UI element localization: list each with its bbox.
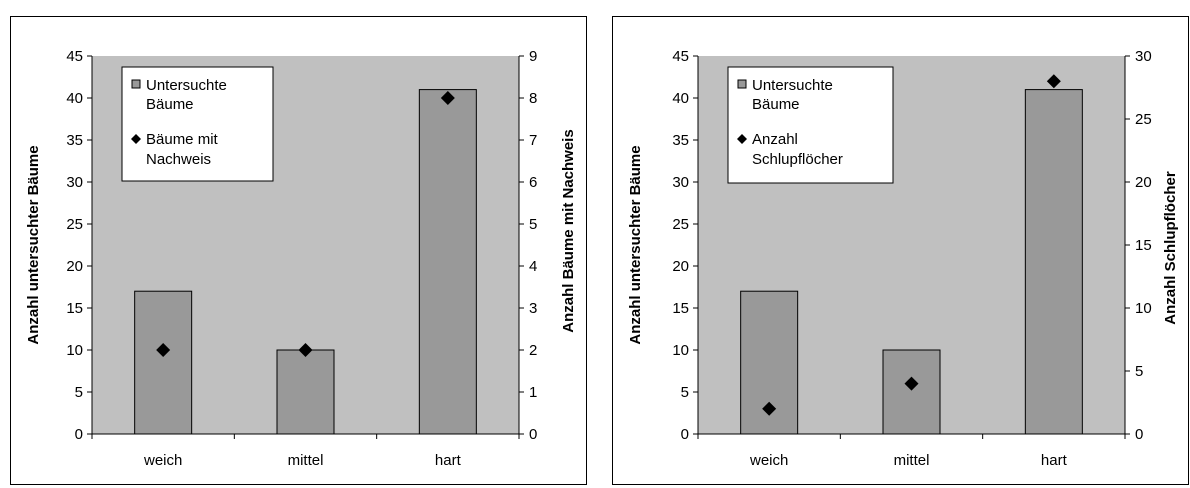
bar-hart [1024,89,1083,435]
bar-weich [134,290,193,435]
y-tick-label-right: 20 [1135,174,1152,191]
legend-label-marker-line1: Anzahl [752,131,798,148]
y-tick-label-right: 5 [1135,363,1143,380]
y-tick-label-left: 30 [66,174,83,191]
y-tick-label-left: 0 [75,426,83,443]
y-tick-label-right: 6 [529,174,537,191]
marker-hart [1046,74,1061,89]
y-tick-label-left: 25 [66,216,83,233]
y-tick-label-left: 20 [66,258,83,275]
x-tick-label-weich: weich [749,452,788,469]
legend-label-bar-line1: Untersuchte [752,77,833,94]
marker-mittel [298,343,313,357]
legend-swatch-marker [737,134,747,144]
x-tick-label-hart: hart [435,452,462,469]
y-tick-label-left: 25 [672,216,689,233]
marker-weich [156,343,171,357]
y-tick-label-right: 0 [1135,426,1143,443]
chart-svg-right: 0 5 10 15 20 25 30 35 40 45 0 5 10 15 20 25 30 weich mitte… [612,16,1189,485]
y-tick-label-right: 2 [529,342,537,359]
y-axis-title-left: Anzahl untersuchter Bäume [25,145,42,344]
x-tick-label-hart: hart [1041,452,1068,469]
y-tick-label-left: 5 [681,384,689,401]
y-tick-label-right: 30 [1135,48,1152,65]
y-tick-label-right: 1 [529,384,537,401]
y-tick-label-right: 4 [529,258,537,275]
x-tick-label-weich: weich [143,452,182,469]
y-tick-label-left: 0 [681,426,689,443]
y-tick-label-left: 15 [672,300,689,317]
legend-swatch-marker [131,134,141,144]
y-tick-label-right: 0 [529,426,537,443]
x-tick-label-mittel: mittel [288,452,324,469]
y-tick-label-right: 25 [1135,111,1152,128]
y-tick-label-right: 15 [1135,237,1152,254]
chart-right: 0 5 10 15 20 25 30 35 40 45 0 5 10 15 20 25 30 weich mitte… [602,0,1190,486]
y-tick-label-right: 5 [529,216,537,233]
legend-label-marker-line2: Nachweis [146,151,211,168]
y-tick-label-left: 35 [672,132,689,149]
legend-label-bar-line1: Untersuchte [146,77,227,94]
legend-label-bar-line2: Bäume [752,96,800,113]
y-tick-label-left: 30 [672,174,689,191]
legend-box [121,66,274,182]
y-tick-label-right: 3 [529,300,537,317]
y-tick-label-right: 10 [1135,300,1152,317]
chart-left: 0 5 10 15 20 25 30 35 40 45 0 1 2 3 4 5 6 7 8 9 weich mittel h… [0,0,588,486]
y-tick-label-left: 20 [672,258,689,275]
y-axis-title-right: Anzahl Bäume mit Nachweis [560,129,577,332]
y-tick-label-right: 7 [529,132,537,149]
y-tick-label-left: 5 [75,384,83,401]
y-axis-title-right: Anzahl Schlupflöcher [1162,171,1179,325]
y-tick-label-left: 45 [66,48,83,65]
y-tick-label-left: 10 [66,342,83,359]
y-tick-label-right: 9 [529,48,537,65]
x-tick-label-mittel: mittel [894,452,930,469]
y-tick-label-left: 40 [672,90,689,107]
bar-hart [418,89,477,435]
legend-label-marker-line2: Schlupflöcher [752,151,843,168]
y-axis-title-left: Anzahl untersuchter Bäume [627,145,644,344]
legend-swatch-bar [737,79,747,89]
y-tick-label-left: 35 [66,132,83,149]
y-tick-label-right: 8 [529,90,537,107]
marker-weich [762,401,777,416]
legend-label-marker-line1: Bäume mit [146,131,219,148]
bar-mittel [882,349,941,435]
y-tick-label-left: 45 [672,48,689,65]
marker-mittel [904,376,919,391]
y-tick-label-left: 15 [66,300,83,317]
bar-mittel [276,349,335,435]
legend-swatch-bar [131,79,141,89]
legend-box [727,66,894,184]
y-tick-label-left: 40 [66,90,83,107]
legend-label-bar-line2: Bäume [146,96,194,113]
marker-hart [440,91,455,105]
y-tick-label-left: 10 [672,342,689,359]
